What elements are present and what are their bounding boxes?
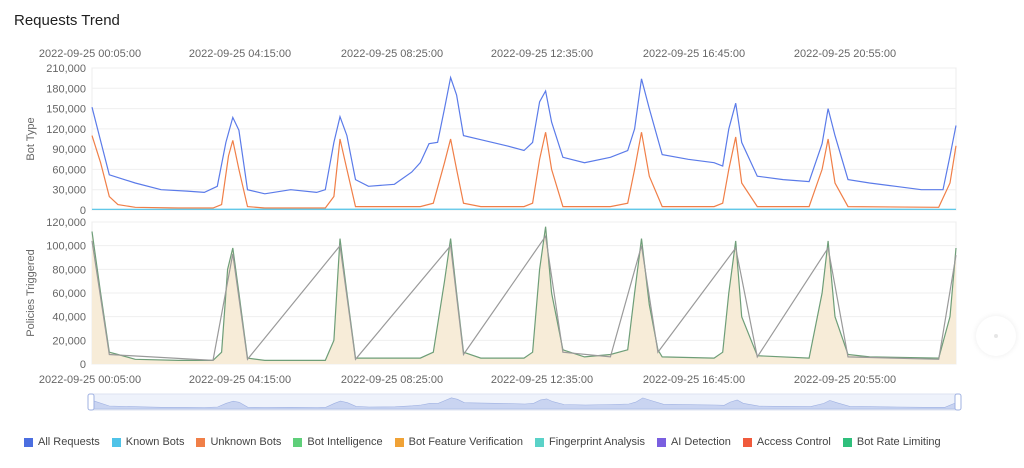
y-tick-label: 40,000 (52, 312, 86, 324)
legend-label: Bot Intelligence (307, 436, 383, 448)
x-tick-label: 2022-09-25 12:35:00 (491, 48, 593, 60)
floating-action-button[interactable] (976, 316, 1016, 356)
x-tick-label: 2022-09-25 00:05:00 (39, 374, 141, 386)
legend-swatch (24, 437, 33, 447)
y-tick-label: 60,000 (52, 164, 86, 176)
y-tick-label: 20,000 (52, 335, 86, 347)
x-tick-label: 2022-09-25 04:15:00 (189, 374, 291, 386)
x-tick-label: 2022-09-25 16:45:00 (643, 374, 745, 386)
y-tick-label: 80,000 (52, 264, 86, 276)
legend-swatch (842, 437, 852, 447)
series-area (92, 226, 956, 364)
legend-label: Access Control (756, 436, 831, 448)
y-tick-label: 60,000 (52, 288, 86, 300)
y-axis-label: Policies Triggered (25, 249, 37, 336)
y-tick-label: 100,000 (46, 241, 86, 253)
zoom-handle-right[interactable] (954, 393, 962, 411)
chart-title: Requests Trend (14, 12, 120, 29)
y-tick-label: 0 (80, 205, 86, 217)
x-tick-label: 2022-09-25 00:05:00 (39, 48, 141, 60)
legend-swatch (111, 437, 121, 447)
legend-item[interactable]: Bot Rate Limiting (842, 436, 941, 448)
legend-item[interactable]: Unknown Bots (196, 436, 281, 448)
x-tick-label: 2022-09-25 12:35:00 (491, 374, 593, 386)
legend-item[interactable]: Known Bots (111, 436, 185, 448)
y-tick-label: 0 (80, 359, 86, 371)
x-tick-label: 2022-09-25 16:45:00 (643, 48, 745, 60)
series-line (91, 226, 957, 361)
zoom-slider-preview (91, 397, 959, 410)
y-tick-label: 120,000 (46, 124, 86, 136)
y-tick-label: 30,000 (52, 185, 86, 197)
legend-label: Known Bots (125, 436, 185, 448)
x-tick-label: 2022-09-25 04:15:00 (189, 48, 291, 60)
x-tick-label: 2022-09-25 20:55:00 (794, 48, 896, 60)
legend-label: AI Detection (670, 436, 731, 448)
series-line (91, 75, 957, 195)
x-tick-label: 2022-09-25 20:55:00 (794, 374, 896, 386)
y-tick-label: 180,000 (46, 83, 86, 95)
x-tick-label: 2022-09-25 08:25:00 (341, 374, 443, 386)
legend-label: All Requests (38, 436, 100, 448)
legend-label: Bot Rate Limiting (856, 436, 941, 448)
legend-swatch (394, 437, 404, 447)
legend-item[interactable]: Access Control (742, 436, 831, 448)
y-tick-label: 120,000 (46, 217, 86, 229)
legend-label: Bot Feature Verification (408, 436, 523, 448)
dot-icon (994, 334, 998, 338)
legend-label: Fingerprint Analysis (548, 436, 645, 448)
y-tick-label: 90,000 (52, 144, 86, 156)
series-line (91, 132, 957, 209)
legend-item[interactable]: Bot Intelligence (293, 436, 383, 448)
legend-item[interactable]: Fingerprint Analysis (534, 436, 645, 448)
series-line (91, 234, 957, 362)
legend-swatch (534, 437, 544, 447)
legend-item[interactable]: Bot Feature Verification (394, 436, 523, 448)
legend-swatch (742, 437, 752, 447)
legend-swatch (656, 437, 666, 447)
plot-area-1 (91, 67, 957, 211)
y-axis-label: Bot Type (25, 117, 37, 160)
legend-item[interactable]: All Requests (24, 436, 100, 448)
x-tick-label: 2022-09-25 08:25:00 (341, 48, 443, 60)
y-tick-label: 150,000 (46, 104, 86, 116)
zoom-handle-left[interactable] (87, 393, 95, 411)
legend-label: Unknown Bots (210, 436, 282, 448)
y-tick-label: 210,000 (46, 63, 86, 75)
legend-item[interactable]: AI Detection (656, 436, 731, 448)
chart-legend: All Requests Known Bots Unknown Bots Bot In… (24, 436, 941, 448)
legend-swatch (293, 437, 303, 447)
legend-swatch (196, 437, 206, 447)
